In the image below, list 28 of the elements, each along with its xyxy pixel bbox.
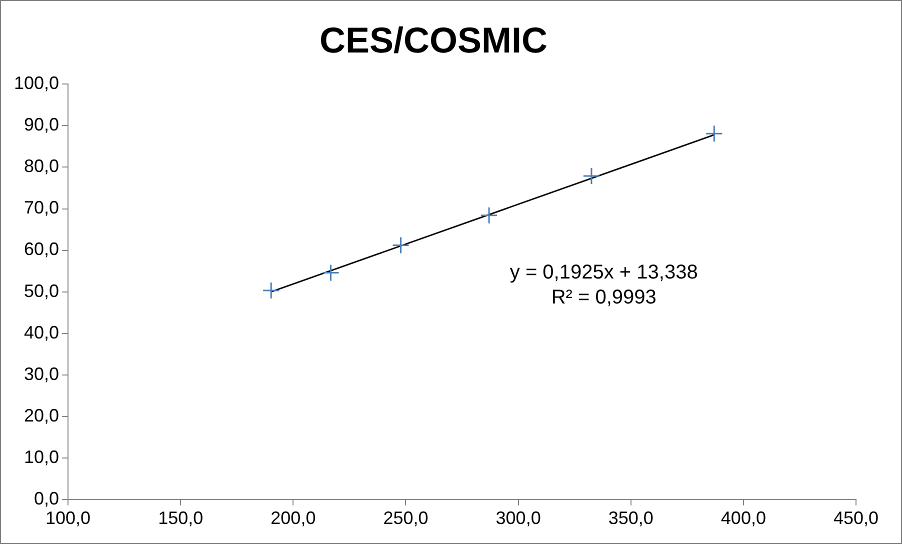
y-tick-label: 50,0 (24, 280, 60, 301)
y-tick-label: 80,0 (24, 156, 60, 176)
point (262, 282, 280, 300)
x-tick-label: 150,0 (158, 508, 204, 528)
chart-title: CES/COSMIC (319, 20, 548, 61)
x-tick-label: 250,0 (383, 508, 428, 528)
point (582, 167, 600, 185)
x-tick-label: 100,0 (46, 508, 91, 528)
x-tick-label: 450,0 (833, 508, 879, 528)
point (480, 206, 498, 224)
x-tick-label: 400,0 (720, 508, 766, 528)
y-tick-label: 90,0 (24, 114, 60, 135)
y-tick-label: 0,0 (34, 488, 60, 508)
annotation: R² = 0,9993 (551, 286, 656, 309)
point (705, 124, 723, 142)
y-tick-label: 40,0 (24, 322, 60, 342)
y-tick-label: 30,0 (24, 364, 60, 384)
x-tick-label: 200,0 (270, 508, 316, 528)
y-tick-label: 70,0 (24, 198, 60, 218)
x-tick-label: 350,0 (608, 508, 654, 528)
y-tick-label: 60,0 (24, 239, 60, 260)
point (392, 236, 410, 254)
x-tick-label: 300,0 (496, 508, 541, 528)
annotation: y = 0,1925x + 13,338 (510, 262, 698, 284)
y-tick-label: 100,0 (14, 73, 60, 94)
y-tick-label: 20,0 (24, 405, 60, 426)
point (322, 264, 340, 282)
y-tick-label: 10,0 (24, 446, 60, 467)
